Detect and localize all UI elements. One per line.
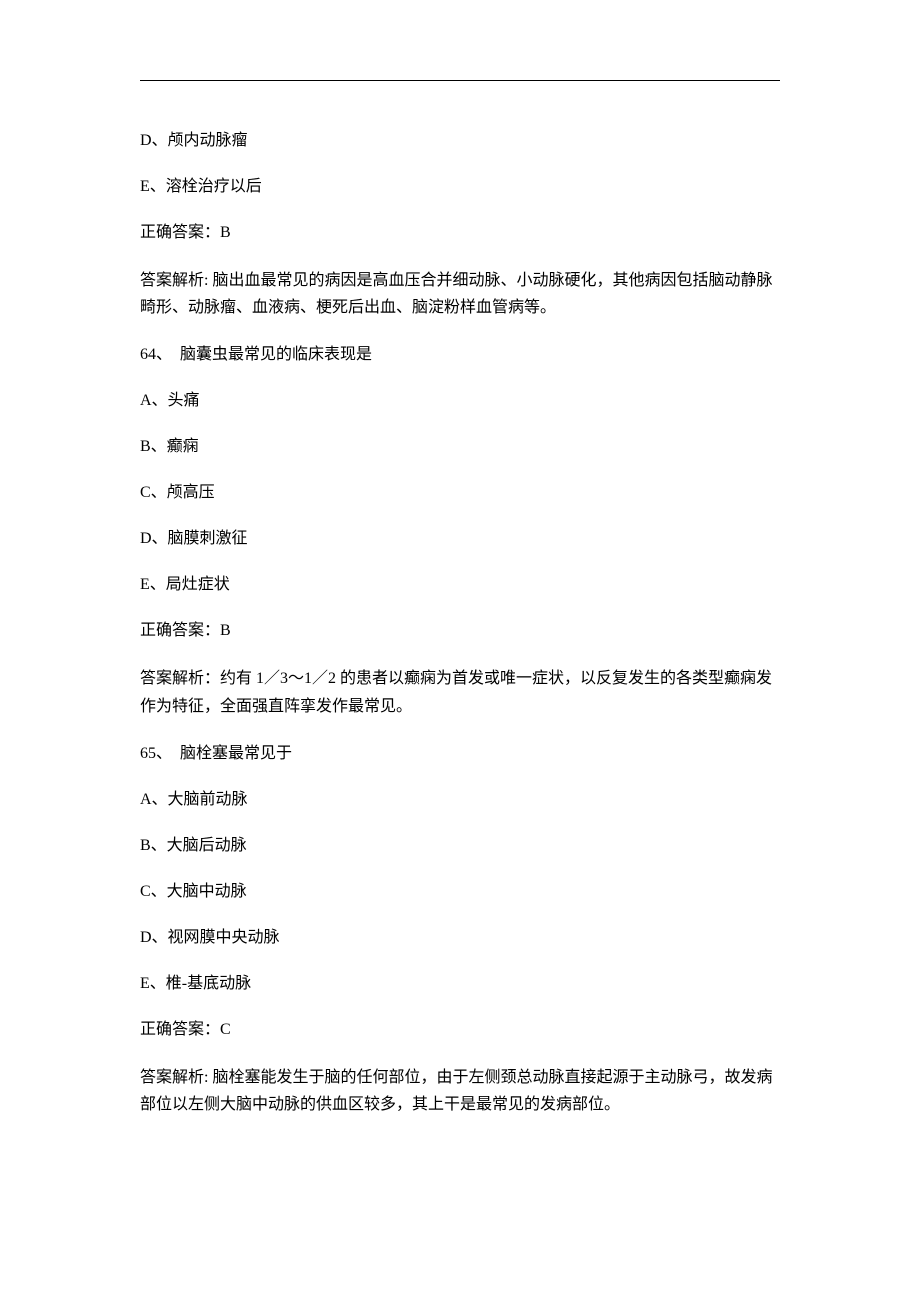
q64-question: 64、 脑囊虫最常见的临床表现是 bbox=[140, 343, 780, 367]
q63-correct-answer: 正确答案：B bbox=[140, 221, 780, 245]
q65-option-e: E、椎-基底动脉 bbox=[140, 972, 780, 996]
horizontal-rule bbox=[140, 80, 780, 81]
q65-option-c: C、大脑中动脉 bbox=[140, 880, 780, 904]
q65-question: 65、 脑栓塞最常见于 bbox=[140, 742, 780, 766]
q64-explanation: 答案解析：约有 1／3～1／2 的患者以癫痫为首发或唯一症状，以反复发生的各类型… bbox=[140, 665, 780, 719]
q64-option-a: A、头痛 bbox=[140, 389, 780, 413]
q63-explanation: 答案解析: 脑出血最常见的病因是高血压合并细动脉、小动脉硬化，其他病因包括脑动静… bbox=[140, 267, 780, 321]
q63-option-d: D、颅内动脉瘤 bbox=[140, 129, 780, 153]
q65-correct-answer: 正确答案：C bbox=[140, 1018, 780, 1042]
q64-option-e: E、局灶症状 bbox=[140, 573, 780, 597]
page-container: D、颅内动脉瘤 E、溶栓治疗以后 正确答案：B 答案解析: 脑出血最常见的病因是… bbox=[0, 0, 920, 1220]
q65-option-d: D、视网膜中央动脉 bbox=[140, 926, 780, 950]
q65-explanation: 答案解析: 脑栓塞能发生于脑的任何部位，由于左侧颈总动脉直接起源于主动脉弓，故发… bbox=[140, 1064, 780, 1118]
q64-correct-answer: 正确答案：B bbox=[140, 619, 780, 643]
q64-option-d: D、脑膜刺激征 bbox=[140, 527, 780, 551]
q64-option-b: B、癫痫 bbox=[140, 435, 780, 459]
q63-option-e: E、溶栓治疗以后 bbox=[140, 175, 780, 199]
q65-option-a: A、大脑前动脉 bbox=[140, 788, 780, 812]
q65-option-b: B、大脑后动脉 bbox=[140, 834, 780, 858]
q64-option-c: C、颅高压 bbox=[140, 481, 780, 505]
